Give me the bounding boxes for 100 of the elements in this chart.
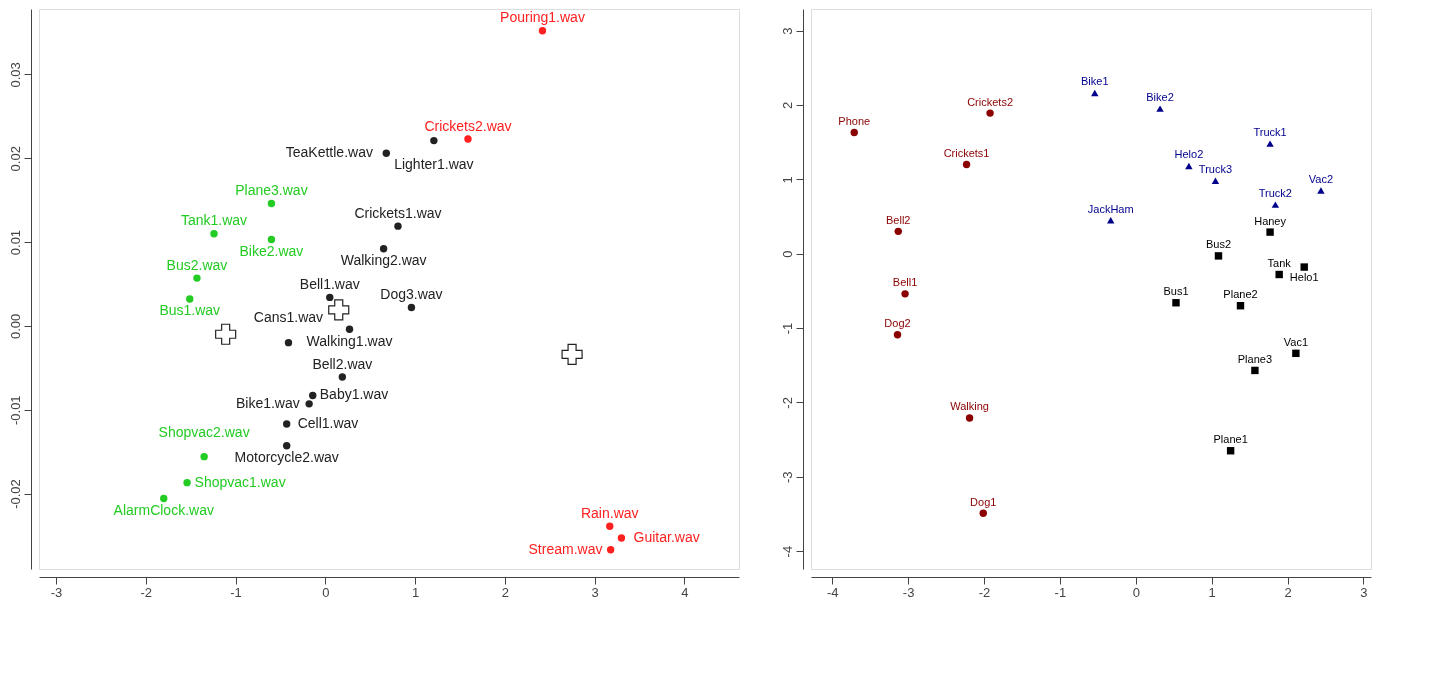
point	[379, 245, 388, 253]
data-label: Crickets2.wav	[424, 117, 512, 134]
point	[160, 494, 168, 503]
data-label: Plane3	[1237, 352, 1273, 365]
data-label: Lighter1.wav	[394, 155, 474, 172]
point	[1266, 228, 1274, 236]
x-tick-label: -1	[230, 584, 242, 600]
data-label: Truck3	[1198, 163, 1233, 176]
point	[1156, 105, 1164, 112]
data-label: JackHam	[1087, 202, 1134, 215]
data-label: Plane1	[1213, 433, 1248, 446]
point	[345, 325, 354, 333]
x-tick-label: 0	[322, 584, 330, 600]
data-label: Motorcycle2.wav	[234, 449, 339, 466]
data-label: Walking2.wav	[340, 252, 427, 269]
point	[326, 293, 334, 302]
point	[328, 299, 350, 321]
point	[267, 235, 276, 244]
point	[305, 400, 313, 408]
data-label: Plane3.wav	[235, 182, 308, 199]
data-label: Crickets1.wav	[354, 204, 442, 221]
point	[1251, 366, 1259, 375]
data-label: Crickets1	[943, 146, 990, 159]
x-tick-label: -2	[140, 584, 153, 600]
point	[193, 274, 201, 282]
y-tick-label: -2	[779, 397, 795, 409]
data-label: Vac1	[1283, 335, 1309, 348]
x-tick-label: 0	[1132, 584, 1140, 600]
data-label: Vac2	[1308, 172, 1334, 185]
point	[561, 343, 583, 365]
point	[394, 222, 402, 230]
data-label: TeaKettle.wav	[285, 144, 373, 161]
x-tick-label: -2	[978, 584, 991, 600]
y-tick-label: -4	[779, 545, 795, 558]
data-label: Guitar.wav	[633, 528, 700, 545]
point	[1172, 299, 1180, 307]
data-label: Truck1	[1253, 126, 1287, 139]
point	[901, 290, 909, 298]
data-label: Baby1.wav	[319, 386, 389, 403]
data-label: Cans1.wav	[253, 309, 324, 326]
data-label: Stream.wav	[528, 540, 603, 557]
data-label: Shopvac2.wav	[158, 423, 250, 440]
point	[267, 199, 276, 208]
point	[1211, 177, 1220, 184]
point	[1275, 270, 1283, 279]
x-tick-label: 1	[411, 584, 420, 600]
y-tick-label: 0	[779, 250, 795, 258]
data-label: AlarmClock.wav	[113, 501, 214, 518]
point	[183, 478, 191, 487]
data-label: Tank1.wav	[180, 212, 248, 229]
data-label: Bike2	[1146, 91, 1174, 104]
x-tick-label: -3	[50, 584, 63, 600]
point	[606, 546, 615, 554]
x-tick-label: 3	[1360, 584, 1368, 600]
point	[284, 338, 293, 347]
point	[282, 420, 291, 428]
point	[200, 452, 208, 461]
point	[962, 160, 971, 169]
data-label: Pouring1.wav	[500, 9, 585, 26]
point	[407, 303, 416, 312]
data-label: Dog1	[970, 495, 997, 508]
data-label: Walking	[950, 400, 989, 413]
data-label: Tank	[1267, 256, 1292, 269]
x-tick-label: 3	[591, 584, 599, 600]
data-label: Bell2.wav	[312, 355, 373, 372]
point	[1292, 349, 1300, 358]
point	[215, 323, 237, 345]
data-label: Bus2.wav	[166, 256, 228, 273]
point	[210, 229, 218, 238]
y-tick-label: -0.01	[7, 395, 23, 426]
data-label: Bike2.wav	[239, 242, 304, 259]
point	[965, 414, 974, 422]
y-tick-label: -1	[779, 322, 795, 335]
point	[338, 373, 347, 381]
x-tick-label: -3	[902, 584, 915, 600]
x-tick-label: 2	[501, 584, 509, 600]
point	[186, 295, 194, 303]
point	[1271, 201, 1280, 208]
point	[1214, 252, 1223, 260]
data-label: Bus1	[1163, 285, 1189, 298]
data-label: Dog2	[884, 317, 911, 330]
y-tick-label: 1	[779, 176, 795, 184]
y-tick-label: 3	[779, 27, 795, 35]
x-tick-label: 2	[1284, 584, 1292, 600]
data-label: Truck2	[1258, 186, 1292, 199]
data-label: Dog3.wav	[380, 286, 443, 303]
data-label: Haney	[1254, 214, 1287, 227]
point	[282, 442, 291, 450]
x-tick-label: 4	[681, 584, 689, 600]
data-label: Bike1.wav	[235, 394, 300, 411]
point	[1266, 140, 1274, 147]
data-label: Helo2	[1174, 148, 1204, 161]
point	[430, 136, 438, 145]
x-tick-label: -4	[826, 584, 839, 600]
point	[850, 128, 858, 137]
point	[1300, 263, 1308, 271]
point	[1317, 187, 1325, 194]
point	[464, 135, 472, 143]
data-label: Bell2	[886, 213, 911, 226]
point	[986, 109, 994, 117]
